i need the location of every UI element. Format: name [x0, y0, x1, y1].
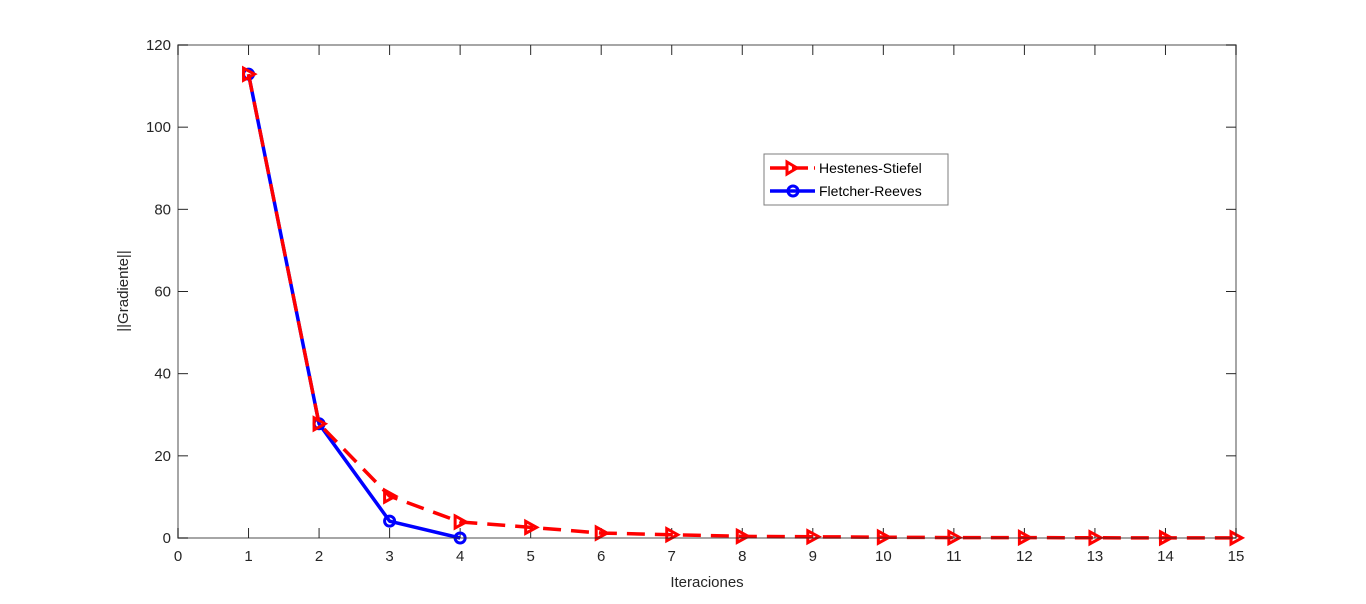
- x-tick-label: 5: [526, 548, 534, 565]
- x-axis-label: Iteraciones: [670, 574, 743, 591]
- triangle-right-marker-icon: [242, 65, 258, 83]
- triangle-right-marker-icon: [876, 528, 893, 546]
- triangle-right-marker-icon: [383, 487, 399, 505]
- circle-marker-icon: [383, 514, 397, 528]
- y-tick-label: 20: [154, 448, 171, 465]
- y-tick-label: 100: [146, 119, 171, 136]
- triangle-right-marker-icon: [312, 415, 329, 433]
- y-tick-label: 40: [154, 366, 171, 383]
- x-tick-label: 13: [1087, 548, 1104, 565]
- y-tick-label: 120: [146, 37, 171, 54]
- series-line: [246, 73, 1237, 540]
- legend-label-hs: Hestenes-Stiefel: [819, 160, 922, 176]
- x-tick-label: 11: [946, 548, 962, 565]
- legend: Hestenes-Stiefel Fletcher-Reeves: [763, 153, 949, 206]
- triangle-right-marker-icon: [806, 528, 822, 546]
- x-tick-label: 15: [1228, 548, 1245, 565]
- triangle-right-marker-icon: [594, 524, 611, 542]
- x-tick-label: 6: [597, 548, 605, 565]
- x-tick-label: 0: [174, 548, 182, 565]
- x-tick-label: 2: [315, 548, 323, 565]
- axes-box: [177, 44, 1237, 539]
- y-axis-label: ||Gradiente||: [115, 250, 132, 331]
- series-layer: [242, 65, 1246, 547]
- x-tick-label: 1: [244, 548, 252, 565]
- legend-label-fr: Fletcher-Reeves: [819, 183, 922, 199]
- x-tick-label: 3: [385, 548, 393, 565]
- triangle-right-marker-icon: [453, 513, 470, 531]
- x-tick-label: 12: [1016, 548, 1033, 565]
- triangle-right-marker-icon: [735, 527, 752, 545]
- x-tick-label: 9: [809, 548, 817, 565]
- triangle-right-marker-icon: [785, 159, 800, 177]
- x-tick-label: 4: [456, 548, 464, 565]
- x-tick-labels: 0 1 2 3 4 5 6 7 8 9 10 11 12 13 14 15: [174, 548, 1245, 565]
- y-tick-label: 0: [163, 530, 171, 547]
- legend-item-hestenes-stiefel: Hestenes-Stiefel: [770, 159, 922, 177]
- plot-area: [178, 45, 1236, 538]
- y-tick-label: 80: [154, 201, 171, 218]
- y-tick-labels: 0 20 40 60 80 100 120: [146, 37, 171, 547]
- x-tick-label: 14: [1157, 548, 1174, 565]
- y-tick-label: 60: [154, 284, 171, 301]
- x-tick-label: 7: [668, 548, 676, 565]
- x-tick-label: 8: [738, 548, 746, 565]
- triangle-right-marker-icon: [524, 518, 540, 536]
- x-tick-label: 10: [875, 548, 892, 565]
- legend-item-fletcher-reeves: Fletcher-Reeves: [770, 183, 922, 199]
- circle-marker-icon: [786, 184, 800, 198]
